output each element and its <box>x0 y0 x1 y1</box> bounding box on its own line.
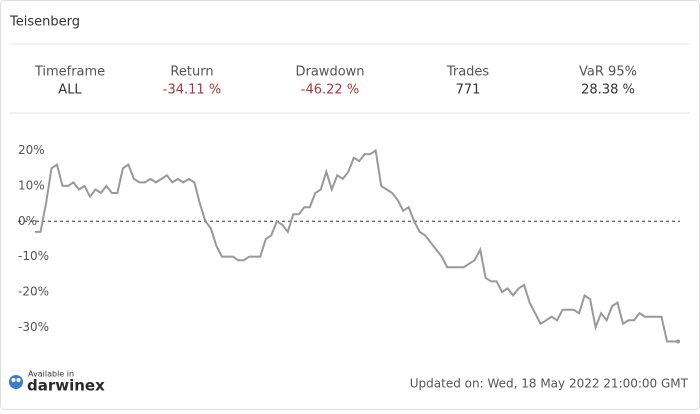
stat-label: Drawdown <box>295 65 364 80</box>
y-tick-label: -10% <box>18 249 49 263</box>
stat-value: 28.38 % <box>581 83 635 98</box>
y-tick-label: 0% <box>18 214 37 228</box>
brand: darwinex <box>27 377 105 395</box>
stat-value: 771 <box>456 83 481 98</box>
stat-value: -46.22 % <box>301 83 359 98</box>
y-tick-label: -20% <box>18 284 49 298</box>
stat-label: Trades <box>446 65 490 80</box>
line <box>35 148 678 343</box>
y-tick-label: -30% <box>18 320 49 334</box>
stat-value: ALL <box>58 83 82 98</box>
end-point <box>676 339 680 344</box>
available-label: Available in <box>28 370 74 379</box>
logo-eye <box>11 378 16 382</box>
y-tick-label: 20% <box>18 143 45 157</box>
logo-eye <box>16 378 21 382</box>
logo-icon <box>9 375 23 389</box>
title: Teisenberg <box>9 15 80 30</box>
updated: Updated on: Wed, 18 May 2022 21:00:00 GM… <box>410 377 689 391</box>
stat-label: VaR 95% <box>579 65 637 80</box>
stat-label: Timeframe <box>34 65 105 80</box>
stat-value: -34.11 % <box>163 83 221 98</box>
y-tick-label: 10% <box>18 178 45 192</box>
stat-label: Return <box>170 65 213 80</box>
